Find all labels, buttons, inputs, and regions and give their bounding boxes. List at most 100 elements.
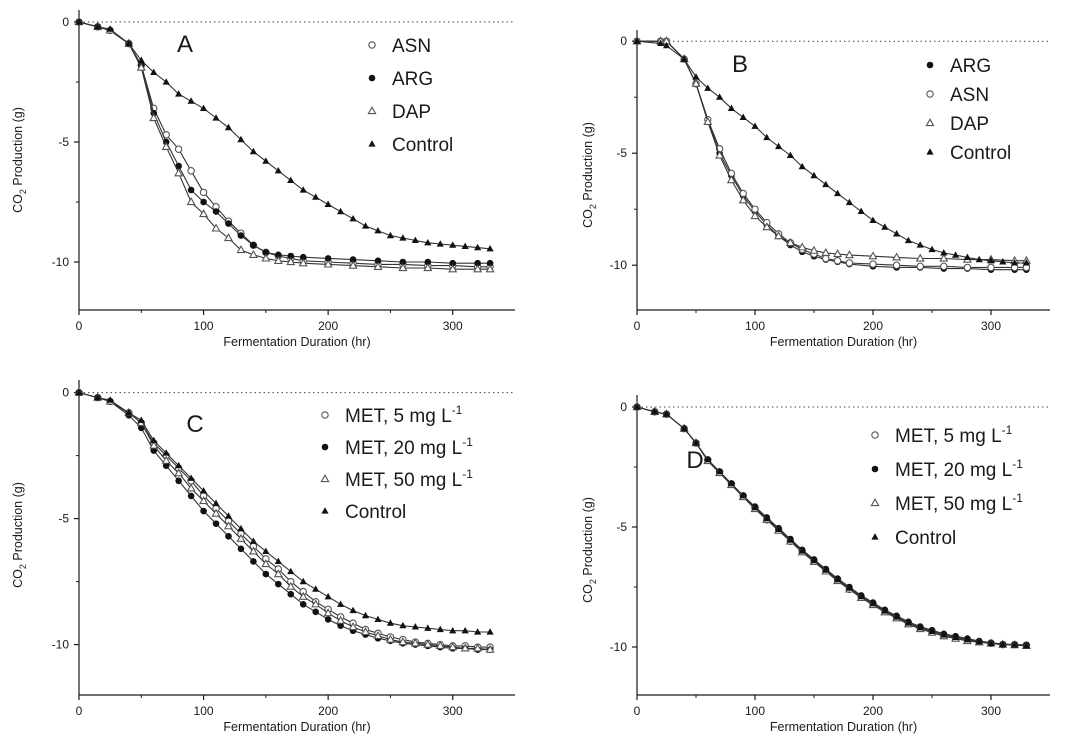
legend-marker xyxy=(926,61,934,69)
data-point xyxy=(275,580,282,588)
data-point xyxy=(298,258,308,267)
legend-marker xyxy=(367,106,377,115)
data-point xyxy=(822,180,830,188)
x-tick-label: 200 xyxy=(318,704,338,718)
data-point xyxy=(810,171,818,179)
data-point xyxy=(262,570,270,578)
data-point xyxy=(274,557,282,565)
data-point xyxy=(337,600,345,607)
series-line xyxy=(78,21,491,264)
data-point xyxy=(223,233,234,242)
data-point xyxy=(236,245,246,254)
data-point xyxy=(311,599,321,608)
x-tick-label: 200 xyxy=(863,704,883,718)
data-point xyxy=(262,249,270,256)
data-point xyxy=(162,78,170,85)
panel-label: C xyxy=(186,411,203,438)
data-point xyxy=(716,93,724,100)
data-point xyxy=(739,113,747,120)
data-point xyxy=(399,621,407,629)
data-point xyxy=(237,232,245,239)
data-point xyxy=(716,468,724,475)
data-point xyxy=(680,424,688,432)
data-point xyxy=(187,474,195,481)
data-point xyxy=(662,410,671,417)
data-point xyxy=(869,600,877,607)
legend-entry: DAP xyxy=(950,114,989,135)
data-point xyxy=(474,628,482,635)
y-tick-label: 0 xyxy=(620,400,627,414)
data-point xyxy=(845,259,854,267)
data-point xyxy=(809,245,819,254)
data-point xyxy=(298,591,308,600)
data-point xyxy=(473,264,483,273)
x-tick-label: 200 xyxy=(318,319,338,333)
data-point xyxy=(323,259,333,268)
data-point xyxy=(449,241,457,248)
data-point xyxy=(75,18,83,25)
data-point xyxy=(186,197,196,206)
data-point xyxy=(211,508,221,517)
data-point xyxy=(348,260,358,269)
legend-entry: Control xyxy=(392,135,453,156)
data-point xyxy=(299,577,307,585)
legend-marker xyxy=(871,465,879,473)
data-point xyxy=(137,416,145,423)
data-point xyxy=(893,613,901,620)
data-point xyxy=(175,162,182,170)
x-tick-label: 0 xyxy=(634,319,641,333)
legend-marker xyxy=(871,431,879,439)
y-tick-label: -5 xyxy=(616,146,627,160)
series-line xyxy=(78,21,491,270)
data-point xyxy=(150,68,158,75)
data-point xyxy=(223,521,234,530)
x-tick-label: 100 xyxy=(194,704,214,718)
data-point xyxy=(486,259,494,267)
data-point xyxy=(312,193,320,200)
data-point xyxy=(975,637,983,645)
data-point xyxy=(200,198,207,206)
x-tick-label: 300 xyxy=(443,319,463,333)
data-point xyxy=(411,236,419,243)
data-point xyxy=(186,483,196,492)
data-point xyxy=(751,122,759,129)
data-point xyxy=(869,260,877,268)
y-tick-label: 0 xyxy=(62,15,69,29)
legend-entry: MET, 50 mg L-1 xyxy=(895,491,1023,515)
legend-marker xyxy=(926,148,934,155)
series-4 xyxy=(75,388,494,635)
data-point xyxy=(94,393,102,401)
y-tick-label: 0 xyxy=(620,34,627,48)
data-point xyxy=(750,210,760,220)
data-point xyxy=(273,255,283,264)
data-point xyxy=(250,558,257,565)
data-point xyxy=(212,520,220,527)
data-point xyxy=(94,23,102,30)
data-point xyxy=(374,257,382,265)
x-tick-label: 100 xyxy=(745,704,765,718)
data-point xyxy=(199,487,208,494)
data-point xyxy=(410,638,420,647)
data-point xyxy=(286,581,296,590)
data-point xyxy=(798,547,806,554)
data-point xyxy=(715,150,725,159)
data-point xyxy=(633,403,641,410)
data-point xyxy=(385,634,395,643)
data-point xyxy=(461,626,469,634)
panel-label: A xyxy=(177,31,193,58)
data-point xyxy=(299,253,307,261)
data-point xyxy=(448,264,458,273)
data-point xyxy=(662,41,671,49)
legend-entry: ARG xyxy=(950,56,991,77)
data-point xyxy=(162,462,170,469)
data-point xyxy=(963,636,971,643)
legend-marker xyxy=(321,443,329,451)
data-point xyxy=(224,123,233,131)
data-point xyxy=(775,142,783,150)
data-point xyxy=(248,249,258,258)
data-point xyxy=(224,512,233,519)
data-point xyxy=(424,239,432,246)
data-point xyxy=(174,468,184,477)
data-point xyxy=(273,569,283,578)
